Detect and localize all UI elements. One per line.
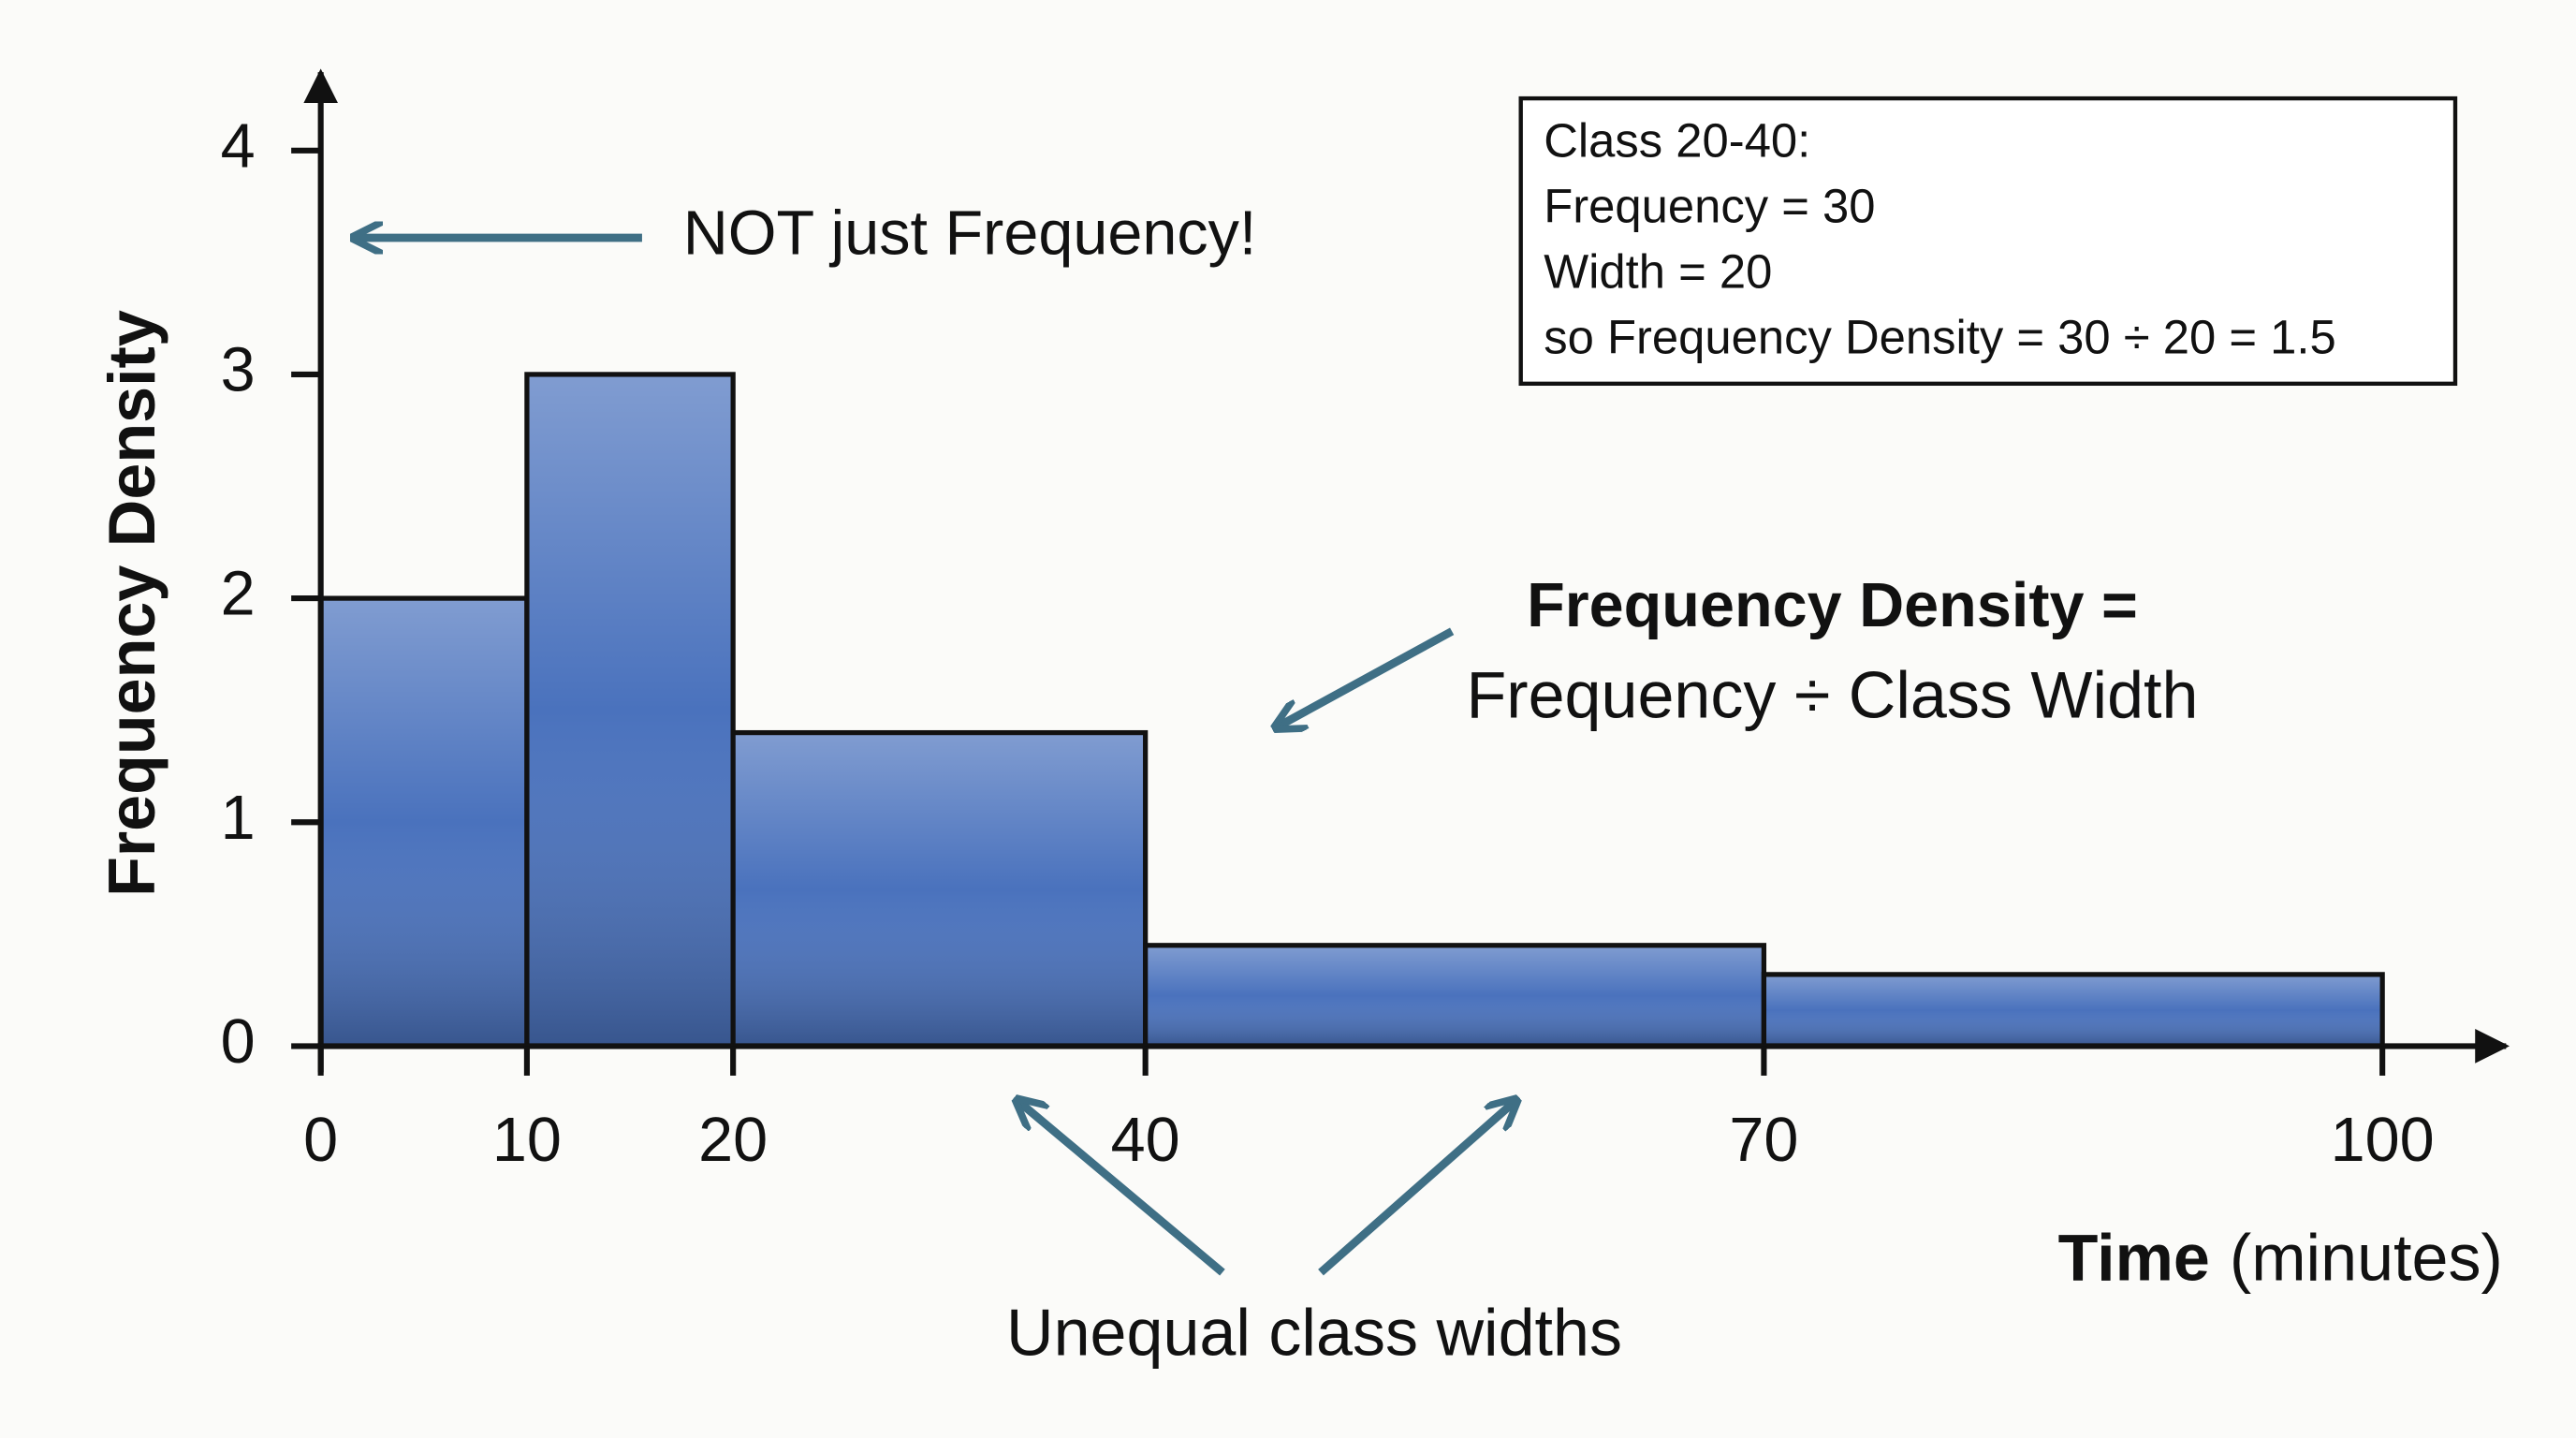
bar-shade	[1761, 972, 2385, 1049]
bar-shade	[318, 595, 530, 1049]
info-box-line: so Frequency Density = 30 ÷ 20 = 1.5	[1544, 311, 2336, 364]
y-tick-label: 2	[221, 560, 256, 629]
x-tick-label: 70	[1729, 1106, 1798, 1175]
annotation: Frequency Density =	[1527, 571, 2138, 640]
x-tick-label: 0	[303, 1106, 338, 1175]
annotation-arrow	[1019, 1102, 1225, 1276]
info-box-text: Class 20-40: Frequency = 30 Width = 20 so F…	[1544, 114, 2336, 364]
bars	[318, 372, 2385, 1049]
x-tick-label: 10	[492, 1106, 562, 1175]
info-box-line: Frequency = 30	[1544, 180, 1875, 233]
annotation: Unequal class widths	[1006, 1297, 1622, 1370]
annotation: NOT just Frequency!	[683, 199, 1257, 269]
bar-shade	[1143, 943, 1767, 1049]
x-axis-label-unit: (minutes)	[2230, 1221, 2503, 1294]
y-tick-label: 1	[221, 784, 256, 853]
x-tick-label: 20	[698, 1106, 768, 1175]
y-tick-label: 0	[221, 1007, 256, 1077]
x-tick-label: 100	[2331, 1106, 2435, 1175]
annotation: Frequency ÷ Class Width	[1466, 658, 2198, 731]
x-axis-label: Time (minutes)	[2058, 1221, 2503, 1294]
y-axis-label: Frequency Density	[95, 310, 168, 897]
info-box-line: Width = 20	[1544, 245, 1772, 299]
info-box	[1518, 95, 2458, 387]
x-tick-label: 40	[1111, 1106, 1180, 1175]
y-tick-label: 3	[221, 336, 256, 405]
annotation-arrow	[1278, 627, 1455, 726]
bar-shade	[730, 729, 1149, 1049]
info-box-line: Class 20-40:	[1544, 114, 1810, 168]
x-axis-label-main: Time	[2058, 1221, 2210, 1294]
bar-shade	[524, 372, 736, 1049]
y-tick-label: 4	[221, 111, 256, 181]
annotation-arrow	[1318, 1102, 1515, 1276]
